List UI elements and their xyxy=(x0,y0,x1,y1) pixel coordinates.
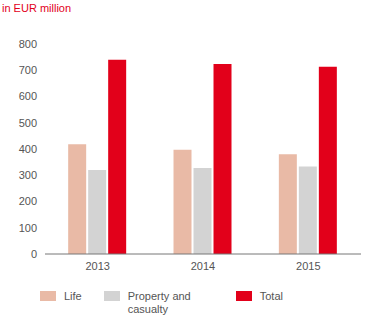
svg-text:300: 300 xyxy=(19,169,37,181)
svg-text:2013: 2013 xyxy=(85,260,109,272)
svg-text:500: 500 xyxy=(19,117,37,129)
svg-text:600: 600 xyxy=(19,90,37,102)
svg-text:0: 0 xyxy=(31,248,37,260)
html-text:Property and casualty: Property and casualty xyxy=(127,290,191,315)
svg-text:200: 200 xyxy=(19,195,37,207)
svg-text:100: 100 xyxy=(19,222,37,234)
svg-text:400: 400 xyxy=(19,143,37,155)
html-text:Life: Life xyxy=(64,290,82,302)
svg-text:2014: 2014 xyxy=(191,260,215,272)
svg-text:2015: 2015 xyxy=(296,260,320,272)
svg-text:800: 800 xyxy=(19,38,37,50)
html-text:Total: Total xyxy=(259,290,283,302)
svg-text:700: 700 xyxy=(19,64,37,76)
html-text:in EUR million: in EUR million xyxy=(2,2,72,14)
